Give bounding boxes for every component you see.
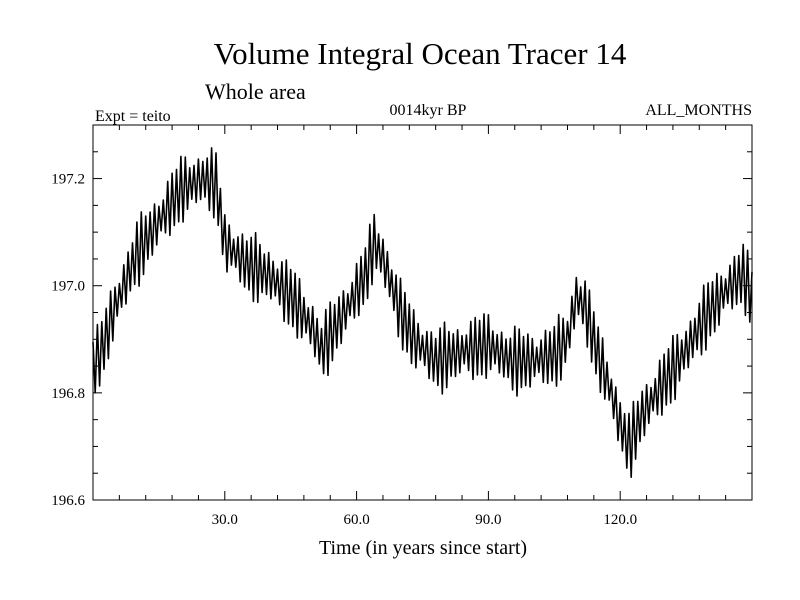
x-tick-label: 90.0: [475, 512, 501, 528]
header-left-label: Expt = teito: [95, 108, 171, 125]
plot-frame: [92, 124, 753, 501]
header-center-label: 0014kyr BP: [390, 102, 467, 119]
y-tick-label: 197.2: [51, 172, 85, 188]
chart-title: Volume Integral Ocean Tracer 14: [214, 36, 627, 71]
x-axis-title: Time (in years since start): [319, 537, 527, 559]
y-tick-label: 197.0: [51, 279, 85, 295]
x-tick-label: 30.0: [212, 512, 238, 528]
x-tick-label: 120.0: [603, 512, 637, 528]
y-tick-label: 196.6: [51, 493, 85, 509]
header-right-label: ALL_MONTHS: [645, 102, 752, 119]
x-axis: 30.0 60.0 90.0 120.0: [118, 125, 727, 528]
y-tick-label: 196.8: [51, 386, 85, 402]
x-tick-label: 60.0: [343, 512, 369, 528]
chart-subtitle: Whole area: [205, 79, 306, 104]
series-line: [92, 147, 753, 479]
y-axis: 196.6 196.8 197.0 197.2: [51, 151, 752, 509]
